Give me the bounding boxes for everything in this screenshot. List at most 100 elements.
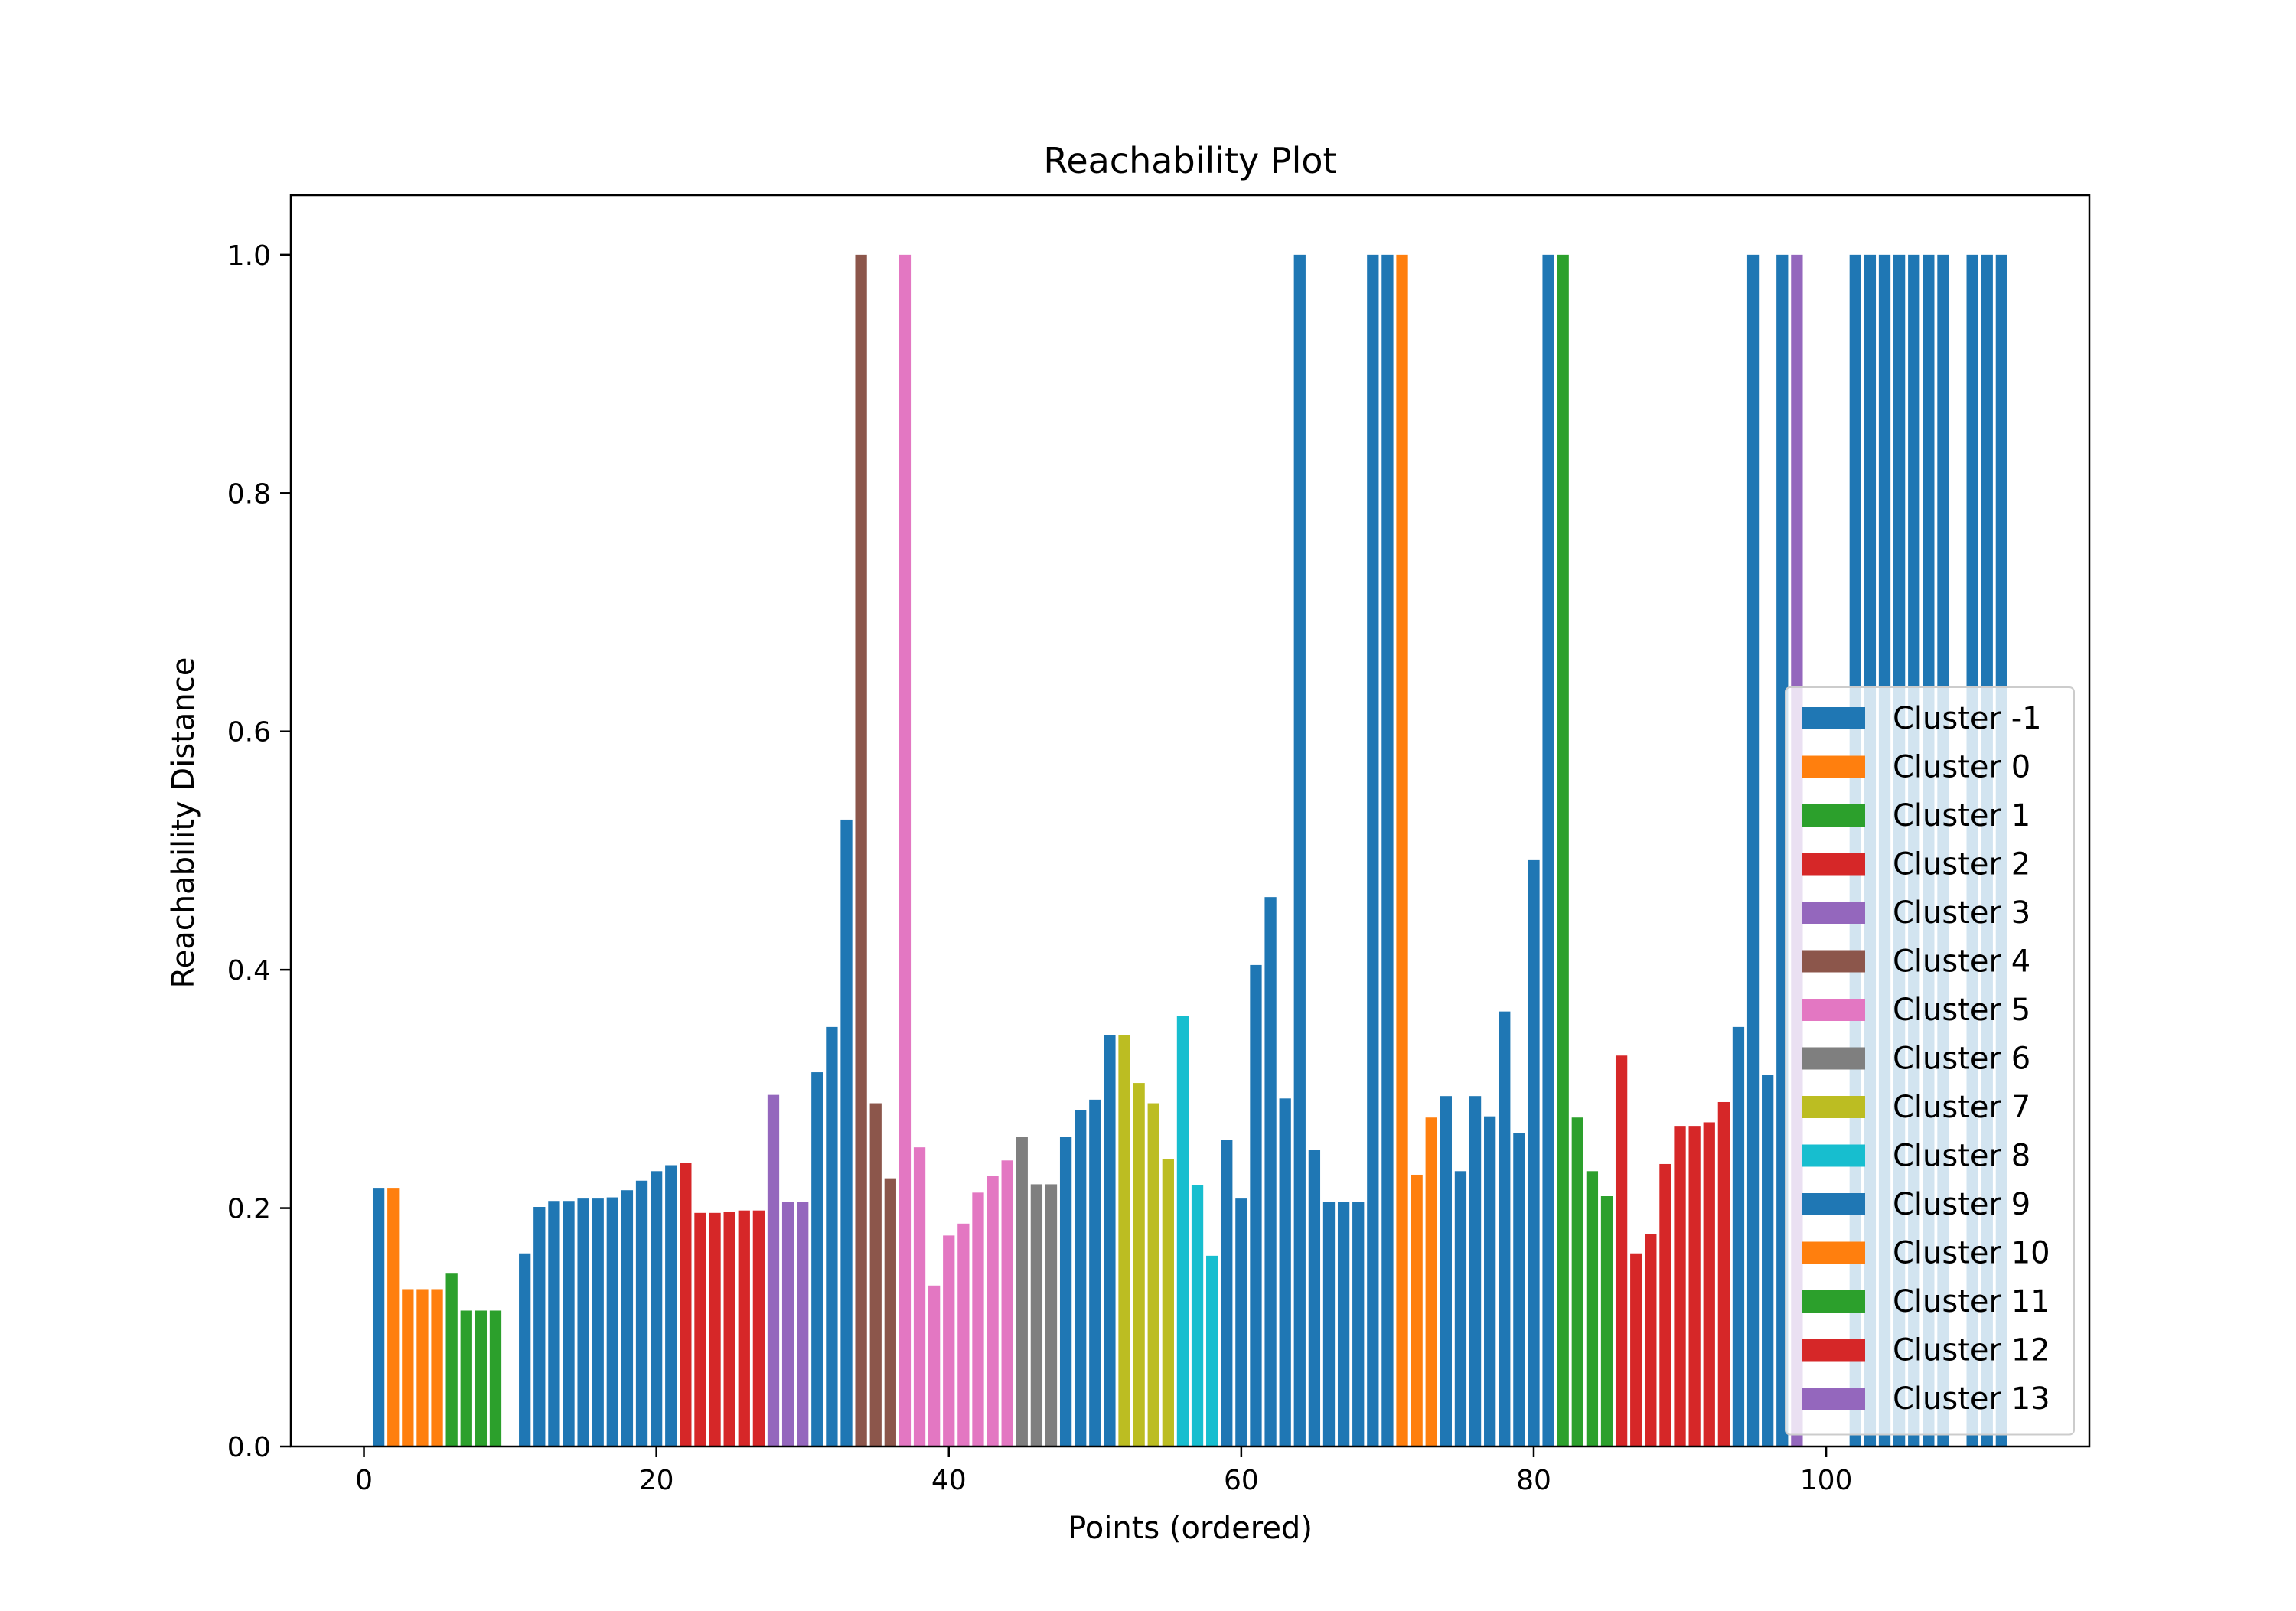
bar xyxy=(1469,1096,1482,1446)
y-tick-label: 0.2 xyxy=(227,1194,271,1225)
bar xyxy=(387,1188,400,1446)
bar xyxy=(1411,1174,1423,1446)
legend-entry: Cluster 12 xyxy=(1802,1333,2050,1368)
y-tick-label: 0.6 xyxy=(227,717,271,748)
bar xyxy=(1089,1099,1101,1446)
legend-label: Cluster 7 xyxy=(1893,1090,2030,1125)
chart-title: Reachability Plot xyxy=(1043,140,1336,181)
x-tick-label: 40 xyxy=(931,1465,967,1496)
x-tick-label: 100 xyxy=(1800,1465,1853,1496)
bar xyxy=(489,1310,502,1446)
legend-swatch xyxy=(1802,950,1865,973)
bar xyxy=(781,1202,794,1446)
bar xyxy=(1440,1096,1452,1446)
bar xyxy=(1499,1011,1511,1446)
bar xyxy=(1221,1140,1233,1446)
bar xyxy=(1542,254,1554,1446)
legend-label: Cluster -1 xyxy=(1893,701,2042,736)
bar xyxy=(1030,1184,1043,1446)
series-1 xyxy=(387,1188,443,1446)
legend-entry: Cluster 6 xyxy=(1802,1042,2030,1077)
bar xyxy=(1322,1202,1336,1446)
series-6 xyxy=(899,254,1013,1446)
legend-swatch xyxy=(1802,755,1865,778)
bar xyxy=(475,1310,488,1446)
bar xyxy=(1528,859,1540,1446)
plot-frame xyxy=(289,194,2091,1448)
legend-entry: Cluster 4 xyxy=(1802,944,2030,980)
legend-swatch xyxy=(1802,853,1865,876)
bar xyxy=(563,1201,575,1446)
bar xyxy=(1425,1117,1437,1446)
legend-label: Cluster 8 xyxy=(1893,1139,2030,1174)
legend-entry: Cluster 1 xyxy=(1802,798,2030,833)
x-axis-label: Points (ordered) xyxy=(1068,1511,1313,1546)
legend-swatch xyxy=(1802,1193,1865,1215)
legend-label: Cluster 5 xyxy=(1893,993,2030,1028)
legend-entry: Cluster 9 xyxy=(1802,1187,2030,1222)
series-10 xyxy=(1059,859,1774,1446)
bar xyxy=(1250,964,1262,1446)
bar xyxy=(680,1163,692,1446)
series-7 xyxy=(1016,1137,1058,1446)
bar xyxy=(1075,1110,1087,1446)
bar xyxy=(797,1202,809,1446)
legend-label: Cluster 3 xyxy=(1893,895,2030,931)
bar xyxy=(928,1285,941,1446)
x-tick-label: 80 xyxy=(1516,1465,1551,1496)
bar xyxy=(1176,1016,1189,1446)
y-tick-label: 0.8 xyxy=(227,478,271,510)
bar xyxy=(723,1212,735,1446)
bar xyxy=(913,1147,926,1446)
bar xyxy=(811,1072,823,1446)
legend-entry: Cluster 13 xyxy=(1802,1381,2050,1417)
legend-swatch xyxy=(1802,1096,1865,1118)
bar xyxy=(577,1198,589,1446)
series-12 xyxy=(1557,254,1613,1446)
bar xyxy=(1001,1160,1013,1446)
legend-label: Cluster 11 xyxy=(1893,1284,2050,1319)
ticks-layer: 0 20 40 60 80 100 0.0 0.2 0.4 0.6 0.8 1.0 xyxy=(227,240,1853,1496)
bar xyxy=(606,1197,618,1446)
bar xyxy=(738,1210,750,1446)
legend-label: Cluster 10 xyxy=(1893,1236,2050,1271)
series-11 xyxy=(1396,254,1437,1446)
legend-swatch xyxy=(1802,1290,1865,1313)
bar xyxy=(972,1192,984,1446)
legend-swatch xyxy=(1802,1144,1865,1167)
series-3 xyxy=(680,1163,765,1446)
legend-swatch xyxy=(1802,1339,1865,1362)
bar xyxy=(1118,1035,1130,1446)
legend-swatch xyxy=(1802,902,1865,924)
bar xyxy=(1674,1126,1686,1446)
bar xyxy=(709,1212,721,1446)
series-13 xyxy=(1615,1055,1730,1446)
bar xyxy=(402,1289,414,1446)
bar xyxy=(372,1188,385,1446)
bar xyxy=(1586,1171,1599,1446)
bar xyxy=(1337,1202,1350,1446)
bar xyxy=(1746,254,1760,1446)
legend-entry: Cluster 0 xyxy=(1802,750,2030,785)
legend-entry: Cluster -1 xyxy=(1802,701,2042,736)
legend-label: Cluster 2 xyxy=(1893,847,2030,882)
bar xyxy=(1279,1098,1291,1446)
bar xyxy=(1659,1163,1671,1446)
bar xyxy=(651,1171,663,1446)
bar xyxy=(519,1253,531,1446)
y-tick-label: 0.0 xyxy=(227,1432,271,1463)
x-tick-label: 60 xyxy=(1224,1465,1259,1496)
bar xyxy=(635,1180,648,1446)
bar xyxy=(1484,1116,1496,1446)
bar xyxy=(826,1026,838,1446)
bar xyxy=(665,1165,677,1446)
legend-swatch xyxy=(1802,1241,1865,1264)
bar xyxy=(548,1201,560,1446)
legend-label: Cluster 1 xyxy=(1893,798,2030,833)
bar xyxy=(957,1223,970,1446)
bar xyxy=(943,1235,955,1446)
bar xyxy=(416,1289,429,1446)
bar xyxy=(1133,1083,1145,1446)
bar xyxy=(1367,254,1379,1446)
